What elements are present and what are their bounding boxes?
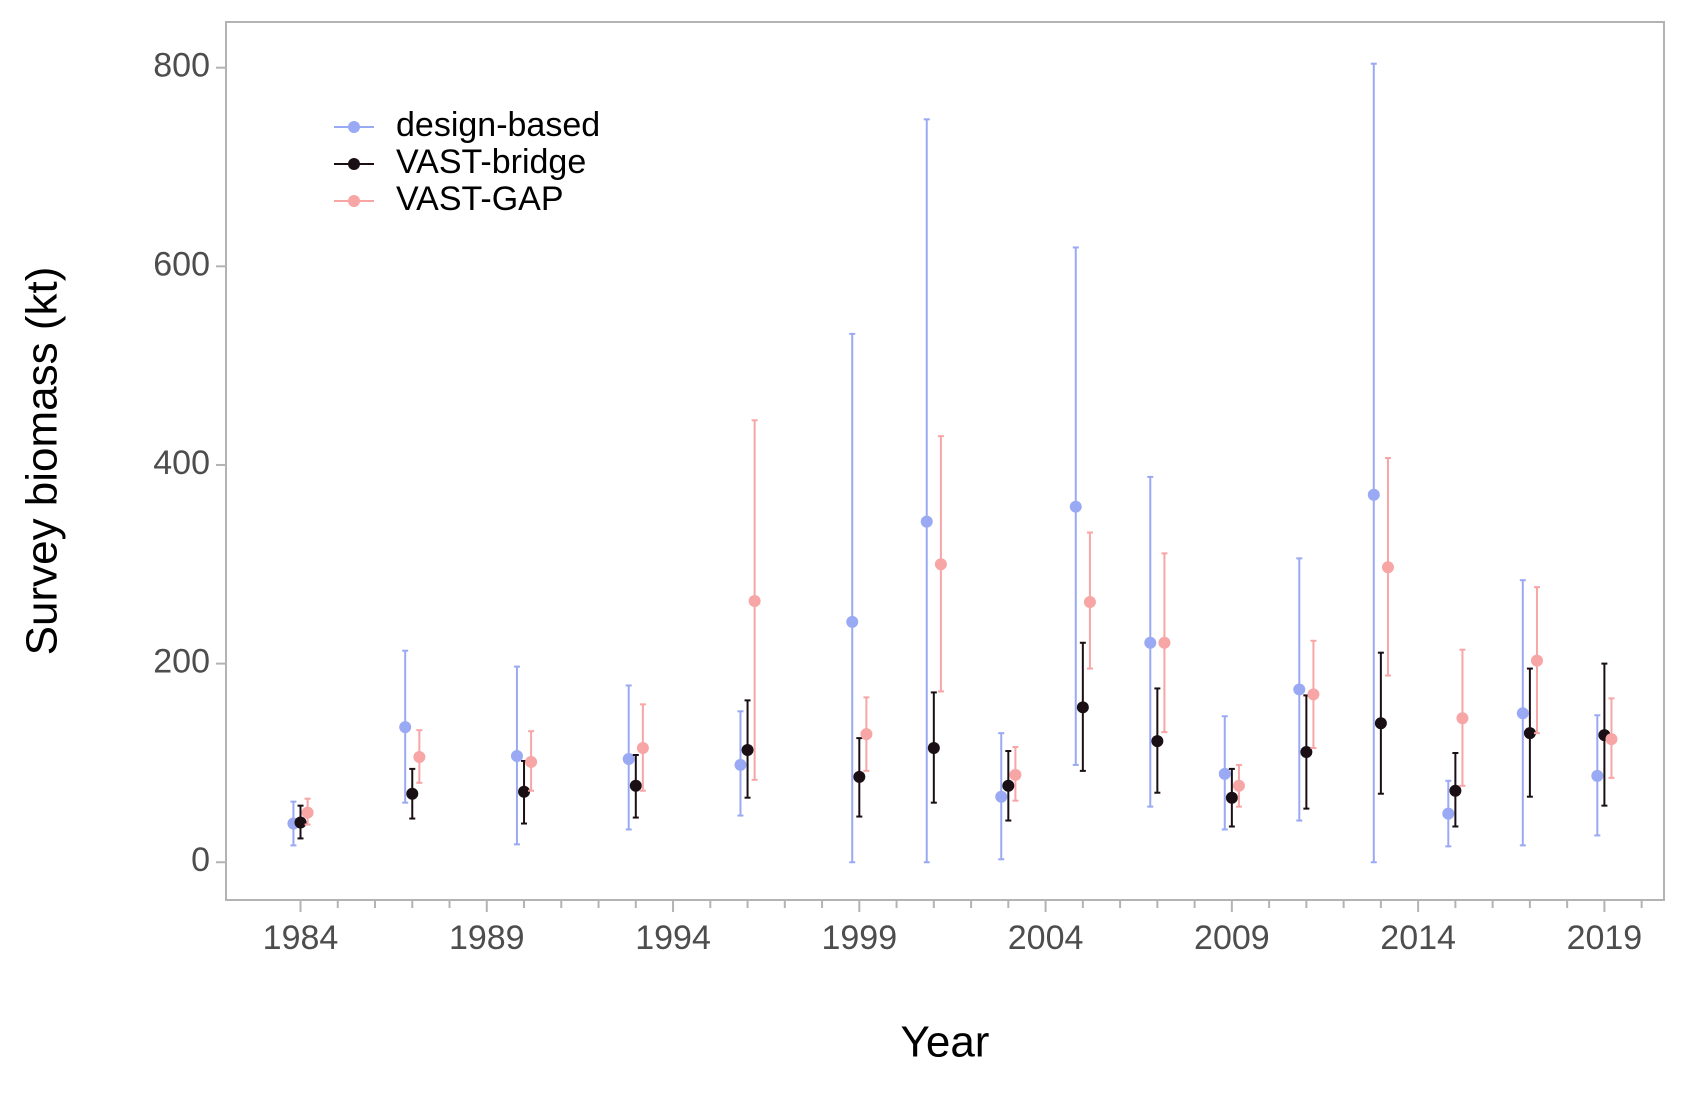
point xyxy=(1367,488,1380,501)
point xyxy=(406,787,419,800)
x-tick-label: 1994 xyxy=(635,919,711,957)
point xyxy=(1591,769,1604,782)
point xyxy=(1530,654,1543,667)
point xyxy=(934,558,947,571)
point xyxy=(413,750,426,763)
point xyxy=(1293,683,1306,696)
point xyxy=(294,816,307,829)
point xyxy=(518,785,531,798)
point xyxy=(1381,561,1394,574)
point xyxy=(995,790,1008,803)
point xyxy=(1225,791,1238,804)
point xyxy=(1144,636,1157,649)
point xyxy=(853,770,866,783)
legend-marker xyxy=(348,121,360,133)
legend-label: design-based xyxy=(396,106,600,144)
point xyxy=(1083,596,1096,609)
y-tick-label: 0 xyxy=(191,841,210,879)
point xyxy=(1374,717,1387,730)
point xyxy=(525,755,538,768)
panel-border xyxy=(225,21,1665,901)
point xyxy=(1009,768,1022,781)
point xyxy=(860,728,873,741)
x-tick-label: 1999 xyxy=(821,919,897,957)
point xyxy=(734,758,747,771)
point xyxy=(1516,707,1529,720)
point xyxy=(846,615,859,628)
point xyxy=(1151,735,1164,748)
point xyxy=(1232,779,1245,792)
point xyxy=(622,752,635,765)
point xyxy=(1158,636,1171,649)
point xyxy=(748,595,761,608)
point xyxy=(1002,779,1015,792)
y-tick-label: 600 xyxy=(153,245,210,283)
point xyxy=(1442,807,1455,820)
x-tick-label: 2019 xyxy=(1567,919,1643,957)
point xyxy=(399,721,412,734)
point xyxy=(920,515,933,528)
point xyxy=(1307,688,1320,701)
y-tick-label: 800 xyxy=(153,47,210,85)
point xyxy=(741,744,754,757)
point xyxy=(1449,784,1462,797)
point xyxy=(1218,767,1231,780)
point xyxy=(1069,500,1082,513)
x-tick-label: 2004 xyxy=(1008,919,1084,957)
point xyxy=(1605,733,1618,746)
legend-marker xyxy=(348,158,360,170)
point xyxy=(1523,727,1536,740)
x-tick-label: 1989 xyxy=(449,919,525,957)
point xyxy=(301,806,314,819)
point xyxy=(927,742,940,755)
point xyxy=(510,749,523,762)
x-tick-label: 1984 xyxy=(263,919,339,957)
point xyxy=(1456,712,1469,725)
point xyxy=(1076,701,1089,714)
y-tick-label: 400 xyxy=(153,444,210,482)
point xyxy=(636,742,649,755)
legend-marker xyxy=(348,195,360,207)
legend-label: VAST-GAP xyxy=(396,180,564,218)
point xyxy=(629,779,642,792)
x-tick-label: 2014 xyxy=(1380,919,1456,957)
y-axis-title: Survey biomass (kt) xyxy=(18,267,67,656)
y-tick-label: 200 xyxy=(153,643,210,681)
x-tick-label: 2009 xyxy=(1194,919,1270,957)
x-axis-title: Year xyxy=(901,1018,990,1067)
legend-label: VAST-bridge xyxy=(396,143,586,181)
point xyxy=(1300,746,1313,759)
